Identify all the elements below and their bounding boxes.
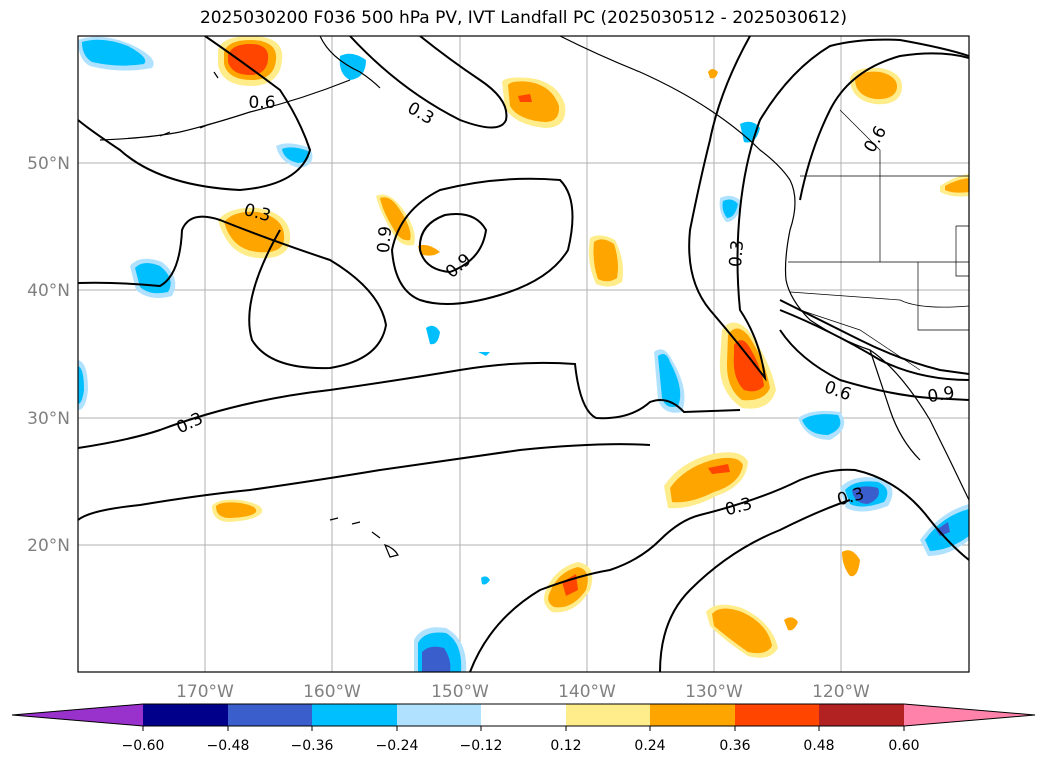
colorbar: −0.60 −0.48 −0.36 −0.24 −0.12 0.12 0.24 … (11, 703, 1036, 754)
lat-label: 30°N (27, 409, 70, 429)
colorbar-segment (650, 704, 735, 726)
lat-label: 20°N (27, 536, 70, 556)
colorbar-segment (397, 704, 481, 726)
map-panel (78, 36, 969, 672)
lat-label: 40°N (27, 281, 70, 301)
contour-label: 0.6 (248, 93, 275, 113)
colorbar-tick-label: −0.36 (291, 738, 334, 754)
colorbar-tick-label: −0.24 (376, 738, 419, 754)
colorbar-extend-right (904, 704, 1035, 726)
lon-label: 120°W (812, 682, 870, 702)
map-title: 2025030200 F036 500 hPa PV, IVT Landfall… (199, 8, 847, 28)
negative-anomaly-blobs (78, 36, 969, 672)
contour-label: 0.9 (374, 225, 396, 254)
contour-label: 0.3 (726, 239, 748, 268)
positive-anomaly-blobs (212, 36, 969, 658)
colorbar-tick-label: −0.60 (122, 738, 165, 754)
longitude-labels: 170°W 160°W 150°W 140°W 130°W 120°W (176, 682, 870, 702)
colorbar-tick-label: 0.12 (550, 738, 581, 754)
lon-label: 170°W (176, 682, 234, 702)
colorbar-ticks (142, 726, 905, 731)
colorbar-tick-label: −0.12 (460, 738, 503, 754)
lon-label: 130°W (685, 682, 743, 702)
colorbar-segment (228, 704, 312, 726)
lat-label: 50°N (27, 154, 70, 174)
colorbar-segment (566, 704, 650, 726)
colorbar-segment (312, 704, 397, 726)
colorbar-tick-label: −0.48 (207, 738, 250, 754)
colorbar-segment (481, 704, 566, 726)
colorbar-segment (819, 704, 904, 726)
map-frame (77, 35, 970, 673)
pv-contours (78, 36, 969, 672)
colorbar-tick-label: 0.60 (888, 738, 919, 754)
latitude-labels: 50°N 40°N 30°N 20°N (27, 154, 70, 556)
lon-label: 140°W (558, 682, 616, 702)
coastlines (99, 36, 969, 558)
contour-label: 0.9 (926, 383, 956, 407)
lon-label: 160°W (303, 682, 361, 702)
colorbar-tick-label: 0.24 (634, 738, 665, 754)
lon-label: 150°W (431, 682, 489, 702)
colorbar-tick-label: 0.36 (719, 738, 750, 754)
colorbar-segment (143, 704, 228, 726)
colorbar-segment (735, 704, 819, 726)
colorbar-tick-label: 0.48 (803, 738, 834, 754)
colorbar-extend-left (12, 704, 143, 726)
